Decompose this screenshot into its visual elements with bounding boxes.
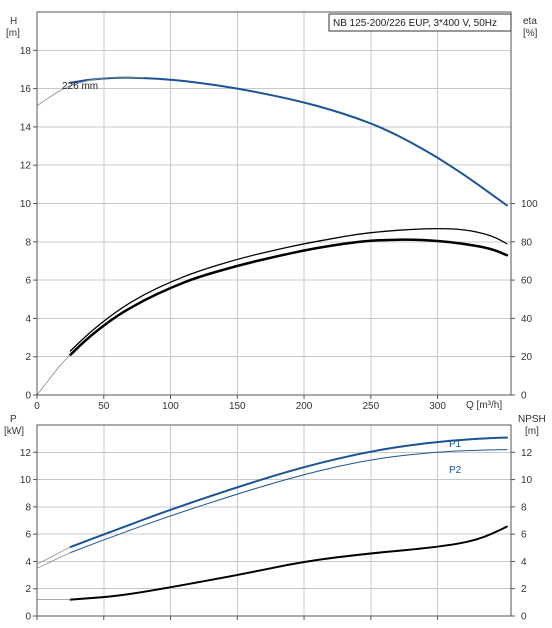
top-right-axis-label-2: [%]	[523, 28, 538, 39]
right-tick-label: 2	[521, 584, 527, 595]
bottom-right-axis-label-1: NPSH	[518, 414, 546, 425]
x-tick-label: 100	[162, 401, 179, 412]
series-line-1-2	[36, 546, 71, 565]
bottom-left-axis-label-2: [kW]	[4, 426, 24, 437]
series-line-0-0	[69, 76, 508, 207]
top-right-axis-label-1: eta	[523, 16, 537, 27]
series-line-1-1	[69, 449, 508, 554]
bottom-left-axis-label-1: P	[10, 414, 17, 425]
series-line-0-2	[69, 228, 508, 352]
series-line-0-4	[36, 354, 71, 396]
series-line-0-1	[36, 76, 145, 107]
series-line-1-0	[69, 436, 508, 549]
left-tick-label: 6	[25, 530, 31, 541]
right-tick-label: 4	[521, 557, 527, 568]
right-tick-label: 40	[521, 314, 533, 325]
left-tick-label: 14	[20, 122, 32, 133]
left-tick-label: 18	[20, 46, 32, 57]
x-tick-label: 0	[34, 401, 40, 412]
left-tick-label: 12	[20, 448, 32, 459]
bottom-plot-frame	[36, 424, 512, 617]
left-tick-label: 4	[25, 314, 31, 325]
left-tick-label: 10	[20, 475, 32, 486]
left-tick-label: 2	[25, 584, 31, 595]
right-tick-label: 0	[521, 391, 527, 402]
x-tick-label: 300	[429, 401, 446, 412]
top-left-axis-label-2: [m]	[6, 28, 20, 39]
left-tick-label: 0	[25, 612, 31, 623]
top-series	[36, 76, 509, 396]
bottom-panel: 0 2 4 6 8 10 12 0 2 4 6 8 10 12 P [kW] NPSH [m] P1 P2	[4, 414, 546, 623]
left-tick-label: 8	[25, 502, 31, 513]
x-tick-label: 150	[229, 401, 246, 412]
top-grid	[37, 12, 511, 395]
left-tick-label: 8	[25, 237, 31, 248]
curve-label-p1: P1	[449, 439, 462, 450]
curve-label-p2: P2	[449, 465, 462, 476]
right-tick-label: 60	[521, 276, 533, 287]
bottom-series	[36, 436, 508, 601]
right-tick-label: 20	[521, 352, 533, 363]
series-line-0-3	[69, 238, 509, 357]
right-tick-label: 10	[521, 475, 533, 486]
top-left-axis-label-1: H	[10, 16, 17, 27]
series-line-1-3	[36, 552, 71, 569]
left-tick-label: 10	[20, 199, 32, 210]
right-tick-label: 0	[521, 612, 527, 623]
left-tick-label: 12	[20, 161, 32, 172]
left-tick-label: 2	[25, 352, 31, 363]
left-tick-label: 16	[20, 84, 32, 95]
legend-text: NB 125-200/226 EUP, 3*400 V, 50Hz	[333, 18, 497, 29]
legend-box	[328, 13, 512, 32]
top-ticks: 0 50 100 150 200 250 300 0 2 4 6 8 10 12 14 16 18 0 20 40 60…	[20, 46, 538, 412]
bottom-ticks: 0 2 4 6 8 10 12 0 2 4 6 8 10 12	[20, 448, 533, 623]
right-tick-label: 100	[521, 199, 538, 210]
x-axis-label: Q [m³/h]	[466, 400, 502, 411]
bottom-right-axis-label-2: [m]	[525, 426, 539, 437]
left-tick-label: 4	[25, 557, 31, 568]
series-line-1-4	[69, 525, 508, 601]
right-tick-label: 80	[521, 237, 533, 248]
left-tick-label: 6	[25, 276, 31, 287]
x-tick-label: 50	[98, 401, 110, 412]
x-tick-label: 200	[296, 401, 313, 412]
curve-label-226mm: 226 mm	[62, 81, 98, 92]
bottom-grid	[37, 425, 511, 616]
right-tick-label: 8	[521, 502, 527, 513]
x-tick-label: 250	[362, 401, 379, 412]
left-tick-label: 0	[25, 391, 31, 402]
top-panel: 0 50 100 150 200 250 300 0 2 4 6 8 10 12 14 16 18 0 20 40 60…	[6, 11, 538, 412]
right-tick-label: 12	[521, 448, 533, 459]
right-tick-label: 6	[521, 530, 527, 541]
